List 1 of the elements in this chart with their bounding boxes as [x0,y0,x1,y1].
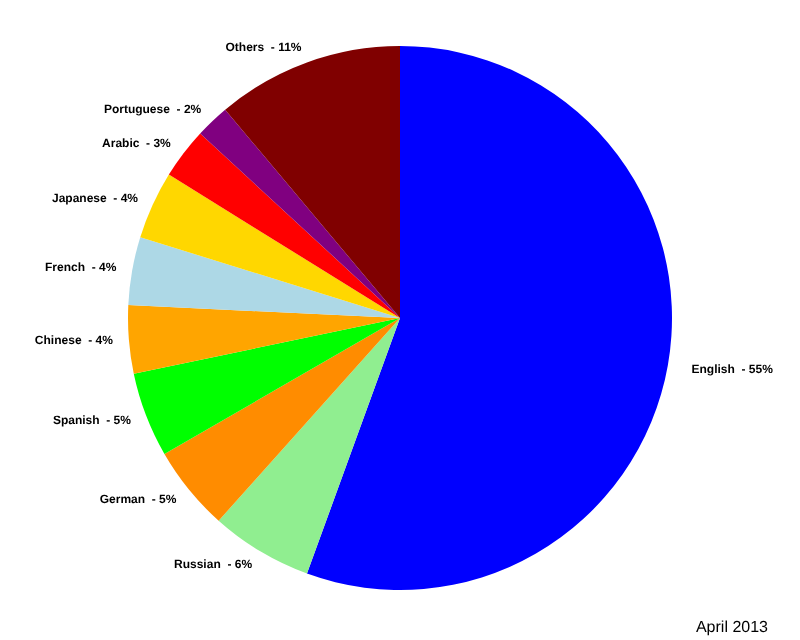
text: April 2013 [695,618,768,636]
